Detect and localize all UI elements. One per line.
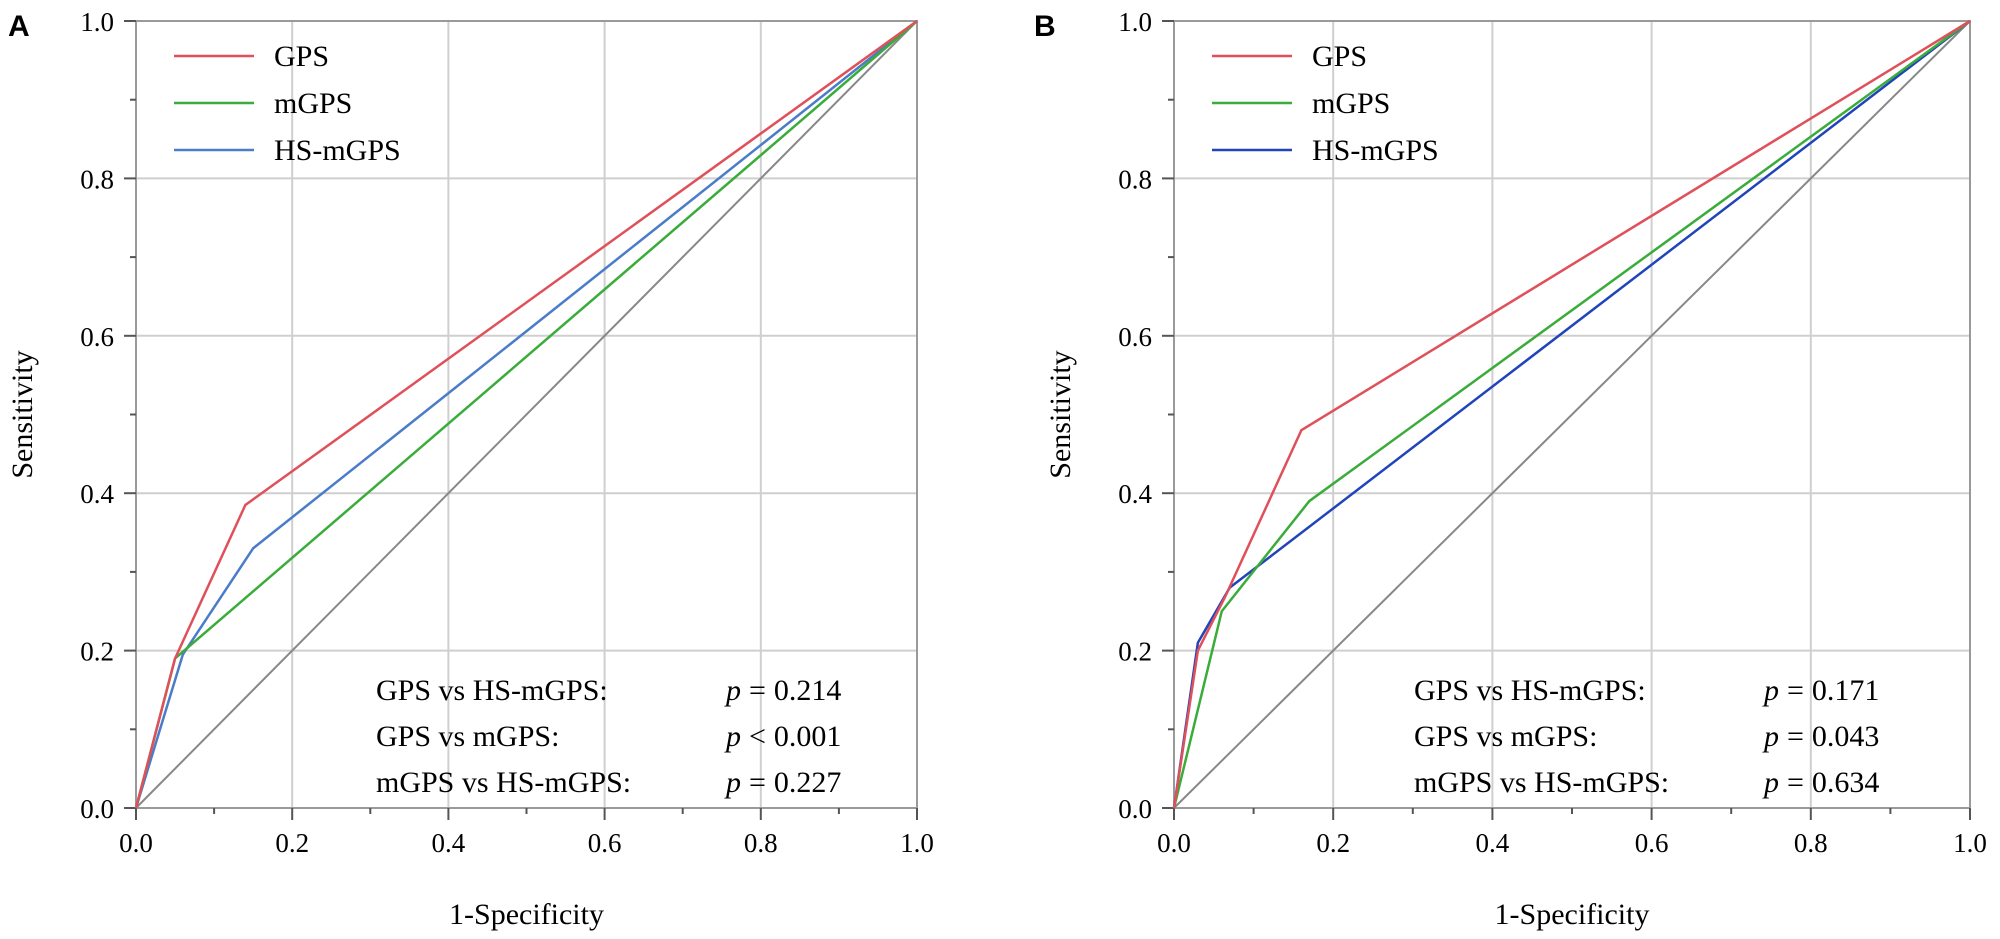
y-axis-label: Sensitivity	[1044, 350, 1077, 478]
p-relation: =	[1787, 720, 1804, 753]
y-tick-label: 0.0	[1118, 794, 1152, 824]
roc-line-mgps	[1172, 19, 1971, 809]
y-tick-label: 0.6	[1118, 322, 1152, 352]
p-relation: =	[1787, 766, 1804, 799]
x-tick-label: 0.4	[1476, 828, 1510, 858]
p-symbol: p	[1762, 674, 1779, 707]
annotation-label: mGPS vs HS-mGPS:	[1414, 766, 1669, 799]
roc-line-hs-mgps	[134, 20, 918, 809]
panel-label: B	[1034, 10, 1056, 43]
roc-panel-b: B 0.0 0.2 0.4 0.6 0.8 1.0 0.0 0.2 0.4 0.6 0.8 1.0 1-S…	[1034, 7, 1987, 931]
annotation-label: mGPS vs HS-mGPS:	[376, 766, 631, 799]
annotation-p-value: p = 0.043	[1762, 720, 1879, 753]
p-symbol: p	[724, 766, 741, 799]
p-relation: =	[749, 674, 766, 707]
reference-diagonal-line	[135, 20, 918, 809]
roc-line-gps	[1172, 19, 1971, 809]
y-tick-label: 0.6	[80, 322, 114, 352]
x-tick-label: 1.0	[1953, 828, 1987, 858]
p-number: 0.227	[774, 766, 842, 799]
x-tick-label: 0.6	[1635, 828, 1669, 858]
p-number: 0.634	[1812, 766, 1880, 799]
y-tick-label: 1.0	[1118, 7, 1152, 37]
x-tick-label: 0.0	[119, 828, 153, 858]
x-tick-label: 0.2	[1316, 828, 1350, 858]
p-number: 0.001	[774, 720, 842, 753]
annotation-p-value: p = 0.171	[1762, 674, 1879, 707]
annotation-label: GPS vs HS-mGPS:	[1414, 674, 1646, 707]
p-symbol: p	[724, 674, 741, 707]
annotation-p-value: p = 0.634	[1762, 766, 1879, 799]
y-tick-label: 0.8	[80, 164, 114, 194]
p-symbol: p	[1762, 720, 1779, 753]
legend-label: mGPS	[274, 87, 352, 120]
p-number: 0.214	[774, 674, 842, 707]
y-tick-label: 0.0	[80, 794, 114, 824]
p-number: 0.043	[1812, 720, 1880, 753]
x-tick-label: 0.8	[1794, 828, 1828, 858]
y-tick-label: 0.2	[1118, 637, 1152, 667]
y-tick-label: 0.4	[1118, 479, 1152, 509]
p-number: 0.171	[1812, 674, 1880, 707]
roc-line-gps	[134, 19, 918, 809]
p-relation: <	[749, 720, 766, 753]
x-axis-label: 1-Specificity	[1495, 898, 1650, 931]
x-tick-label: 0.0	[1157, 828, 1191, 858]
legend-label: HS-mGPS	[1312, 134, 1439, 167]
x-tick-label: 0.2	[275, 828, 309, 858]
p-relation: =	[1787, 674, 1804, 707]
x-tick-label: 0.6	[588, 828, 622, 858]
p-relation: =	[749, 766, 766, 799]
x-tick-label: 0.8	[744, 828, 778, 858]
annotation-label: GPS vs mGPS:	[1414, 720, 1597, 753]
y-tick-label: 0.2	[80, 637, 114, 667]
legend-label: HS-mGPS	[274, 134, 401, 167]
roc-panel-a: A 0.0 0.2 0.4 0.6 0.8 1.0 0.0 0.2 0.4 0.6 0.8 1.0 1-S…	[6, 7, 934, 931]
y-axis-label: Sensitivity	[6, 350, 39, 478]
legend-label: GPS	[274, 40, 329, 73]
annotation-p-value: p <0.001	[724, 720, 841, 753]
y-tick-label: 0.8	[1118, 164, 1152, 194]
y-tick-label: 1.0	[80, 7, 114, 37]
p-symbol: p	[724, 720, 741, 753]
legend-label: mGPS	[1312, 87, 1390, 120]
x-tick-label: 0.4	[432, 828, 466, 858]
annotation-p-value: p = 0.214	[724, 674, 841, 707]
x-tick-label: 1.0	[900, 828, 934, 858]
annotation-label: GPS vs mGPS:	[376, 720, 559, 753]
legend-label: GPS	[1312, 40, 1367, 73]
y-tick-label: 0.4	[80, 479, 114, 509]
panel-label: A	[8, 10, 30, 43]
reference-diagonal-line	[1173, 20, 1971, 809]
annotation-label: GPS vs HS-mGPS:	[376, 674, 608, 707]
x-axis-label: 1-Specificity	[449, 898, 604, 931]
annotation-p-value: p = 0.227	[724, 766, 841, 799]
p-symbol: p	[1762, 766, 1779, 799]
